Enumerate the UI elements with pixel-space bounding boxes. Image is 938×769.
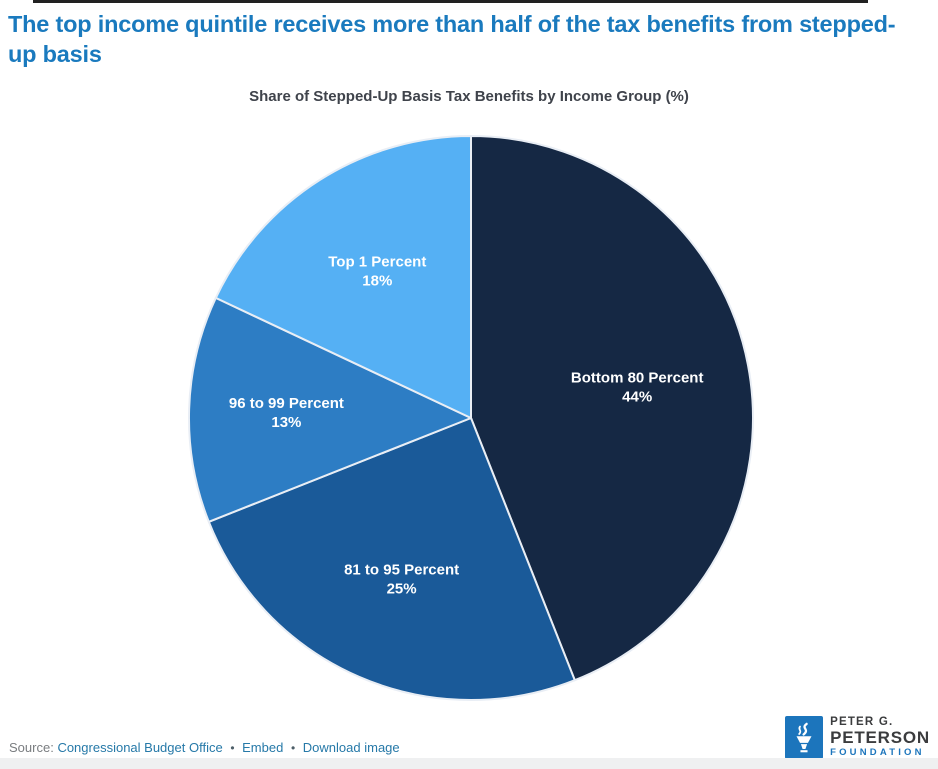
pie-chart: Bottom 80 Percent 44% 81 to 95 Percent 25% 9… (187, 135, 754, 701)
download-image-link[interactable]: Download image (302, 740, 400, 755)
chart-title: Share of Stepped-Up Basis Tax Benefits b… (249, 88, 689, 105)
bottom-gray-band (0, 758, 938, 769)
pie-slice-top-1-percent[interactable] (214, 135, 472, 419)
embed-link[interactable]: Embed (242, 740, 284, 755)
bullet-separator: • (290, 741, 296, 755)
page-title: The top income quintile receives more th… (8, 11, 896, 68)
pie-slices-group (187, 135, 754, 701)
pie-slice-bottom-80-percent[interactable] (470, 135, 754, 682)
pie-labels-group: Bottom 80 Percent 44% 81 to 95 Percent 25% 9… (229, 253, 704, 597)
peterson-foundation-logo: PETER G. PETERSON FOUNDATION (785, 716, 930, 759)
pie-slice-label: 81 to 95 Percent 25% (344, 562, 459, 598)
source-label: Source: (9, 740, 54, 755)
top-border-strip (33, 0, 868, 3)
logo-line-foundation: FOUNDATION (830, 747, 925, 759)
pie-slice-96-to-99-percent[interactable] (187, 296, 472, 523)
logo-line-peter-g: PETER G. (830, 715, 894, 728)
source-line: Source: Congressional Budget Office • Em… (9, 740, 400, 755)
torch-icon (785, 716, 824, 759)
pie-slice-81-to-95-percent[interactable] (207, 417, 576, 701)
bullet-separator: • (230, 741, 235, 755)
logo-line-peterson: PETERSON (830, 727, 930, 747)
source-link[interactable]: Congressional Budget Office (57, 740, 223, 755)
pie-slice-label: 96 to 99 Percent 13% (229, 395, 344, 431)
logo-wordmark: PETER G. PETERSON FOUNDATION (830, 715, 930, 759)
pie-slice-label: Top 1 Percent 18% (328, 253, 426, 289)
pie-slice-label: Bottom 80 Percent 44% (571, 369, 704, 405)
